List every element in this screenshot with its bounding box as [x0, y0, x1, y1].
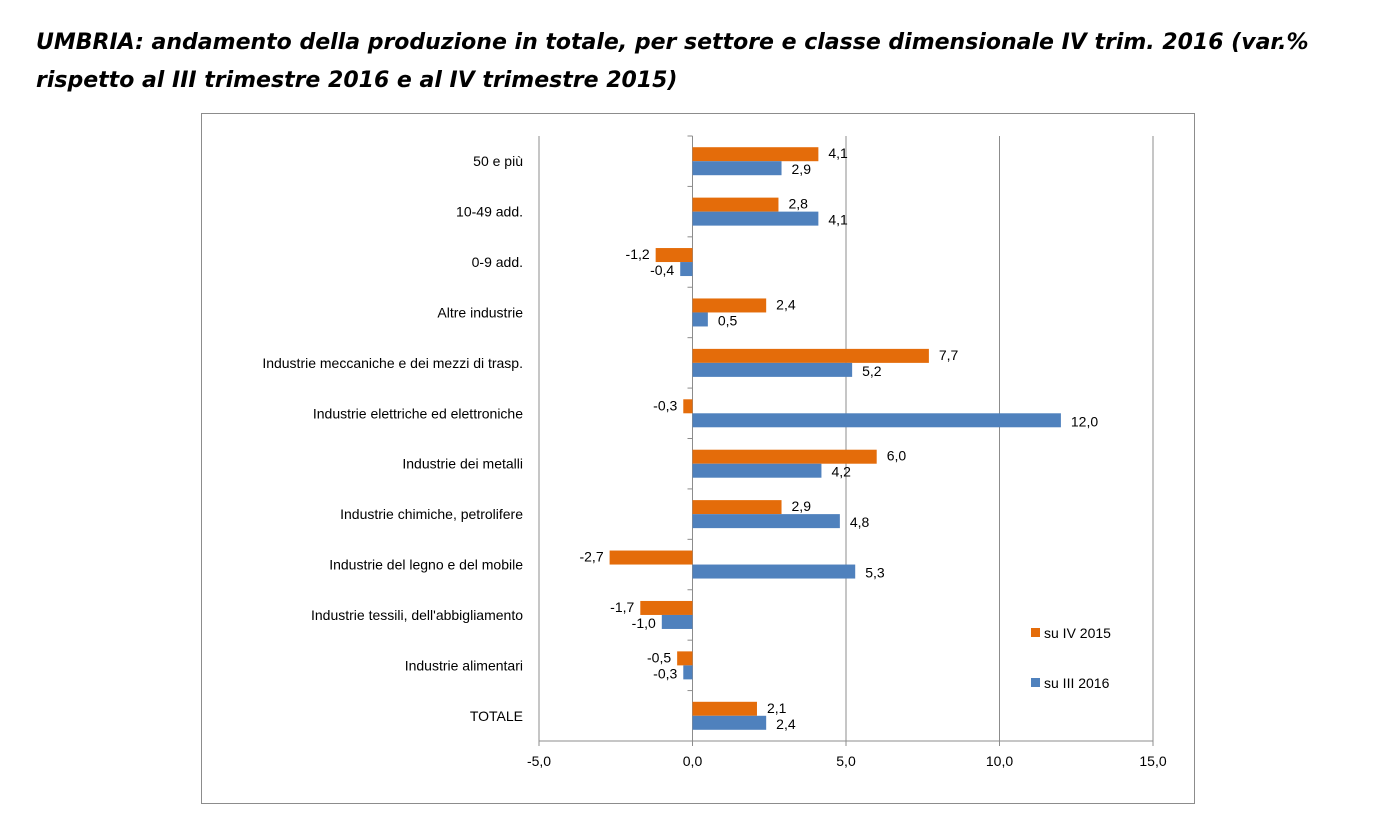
bar-su-iii-2016 [692, 211, 819, 226]
bar-su-iii-2016 [692, 564, 856, 579]
category-label: Industrie meccaniche e dei mezzi di tras… [262, 355, 523, 371]
bar-su-iii-2016 [692, 715, 767, 730]
bar-su-iv-2015 [609, 550, 693, 565]
data-label: 4,1 [828, 212, 848, 228]
data-label: 5,2 [862, 363, 882, 379]
bar-su-iii-2016 [661, 614, 693, 629]
category-label: TOTALE [470, 708, 523, 724]
data-label: 4,2 [831, 464, 851, 480]
legend-label: su III 2016 [1044, 675, 1110, 691]
chart-title: UMBRIA: andamento della produzione in to… [36, 24, 1356, 100]
x-tick-label: 0,0 [683, 753, 703, 769]
legend-swatch-1 [1031, 678, 1040, 687]
bar-su-iv-2015 [683, 399, 693, 414]
bar-su-iv-2015 [655, 248, 693, 263]
category-label: Industrie chimiche, petrolifere [340, 506, 523, 522]
data-label: 2,8 [788, 196, 808, 212]
bar-su-iii-2016 [692, 362, 853, 377]
data-label: 5,3 [865, 565, 885, 581]
data-label: 12,0 [1071, 413, 1098, 429]
data-label: 7,7 [939, 347, 959, 363]
data-label: 2,9 [792, 498, 812, 514]
category-label: 0-9 add. [472, 254, 523, 270]
bar-su-iii-2016 [692, 161, 782, 176]
data-label: -0,4 [650, 262, 674, 278]
bar-su-iv-2015 [677, 651, 693, 666]
data-label: 2,1 [767, 700, 787, 716]
category-label: 10-49 add. [456, 204, 523, 220]
bar-su-iv-2015 [692, 298, 767, 313]
data-label: 4,8 [850, 514, 870, 530]
category-label: Industrie alimentari [405, 657, 523, 673]
chart-title-line-1: UMBRIA: andamento della produzione in to… [36, 30, 1309, 55]
bar-su-iii-2016 [692, 413, 1061, 428]
bar-su-iii-2016 [692, 463, 822, 478]
category-label: 50 e più [473, 153, 523, 169]
data-label: -1,7 [610, 599, 634, 615]
bar-su-iii-2016 [680, 262, 693, 277]
x-tick-label: -5,0 [527, 753, 551, 769]
bar-su-iv-2015 [692, 147, 819, 162]
bar-su-iv-2015 [640, 600, 693, 615]
x-tick-label: 10,0 [986, 753, 1013, 769]
category-label: Industrie del legno e del mobile [329, 557, 523, 573]
category-label: Altre industrie [437, 304, 523, 320]
bar-su-iv-2015 [692, 449, 877, 464]
data-label: 6,0 [887, 448, 907, 464]
bar-su-iv-2015 [692, 500, 782, 515]
data-label: -2,7 [579, 549, 603, 565]
data-label: 2,9 [792, 161, 812, 177]
bar-su-iv-2015 [692, 701, 757, 716]
bar-su-iv-2015 [692, 348, 929, 363]
legend-swatch-0 [1031, 628, 1040, 637]
data-label: -0,3 [653, 665, 677, 681]
category-label: Industrie dei metalli [402, 456, 523, 472]
category-label: Industrie tessili, dell'abbigliamento [311, 607, 523, 623]
chart-title-line-2: rispetto al III trimestre 2016 e al IV t… [36, 68, 678, 93]
data-label: -1,2 [626, 246, 650, 262]
bar-su-iv-2015 [692, 197, 779, 212]
x-tick-label: 5,0 [836, 753, 856, 769]
x-tick-label: 15,0 [1139, 753, 1166, 769]
bar-su-iii-2016 [692, 514, 840, 529]
data-label: 2,4 [776, 296, 796, 312]
legend-label: su IV 2015 [1044, 625, 1111, 641]
data-label: 4,1 [828, 145, 848, 161]
category-label: Industrie elettriche ed elettroniche [313, 405, 523, 421]
bar-su-iii-2016 [692, 312, 708, 327]
data-label: -0,3 [653, 397, 677, 413]
data-label: 2,4 [776, 716, 796, 732]
data-label: -1,0 [632, 615, 656, 631]
bar-su-iii-2016 [683, 665, 693, 680]
data-label: -0,5 [647, 649, 671, 665]
data-label: 0,5 [718, 312, 738, 328]
